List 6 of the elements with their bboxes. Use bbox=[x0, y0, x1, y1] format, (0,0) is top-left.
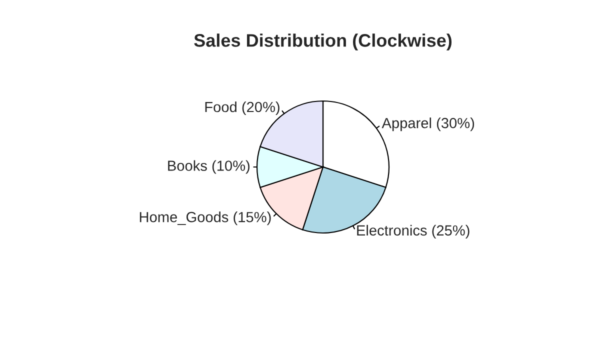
chart-title: Sales Distribution (Clockwise) bbox=[194, 34, 452, 50]
slice-label: Books (10%) bbox=[168, 160, 250, 174]
slice-label: Electronics (25%) bbox=[357, 224, 470, 238]
slice-label: Home_Goods (15%) bbox=[140, 212, 271, 226]
slice-label: Food (20%) bbox=[205, 101, 280, 116]
slice-label: Apparel (30%) bbox=[382, 118, 474, 132]
